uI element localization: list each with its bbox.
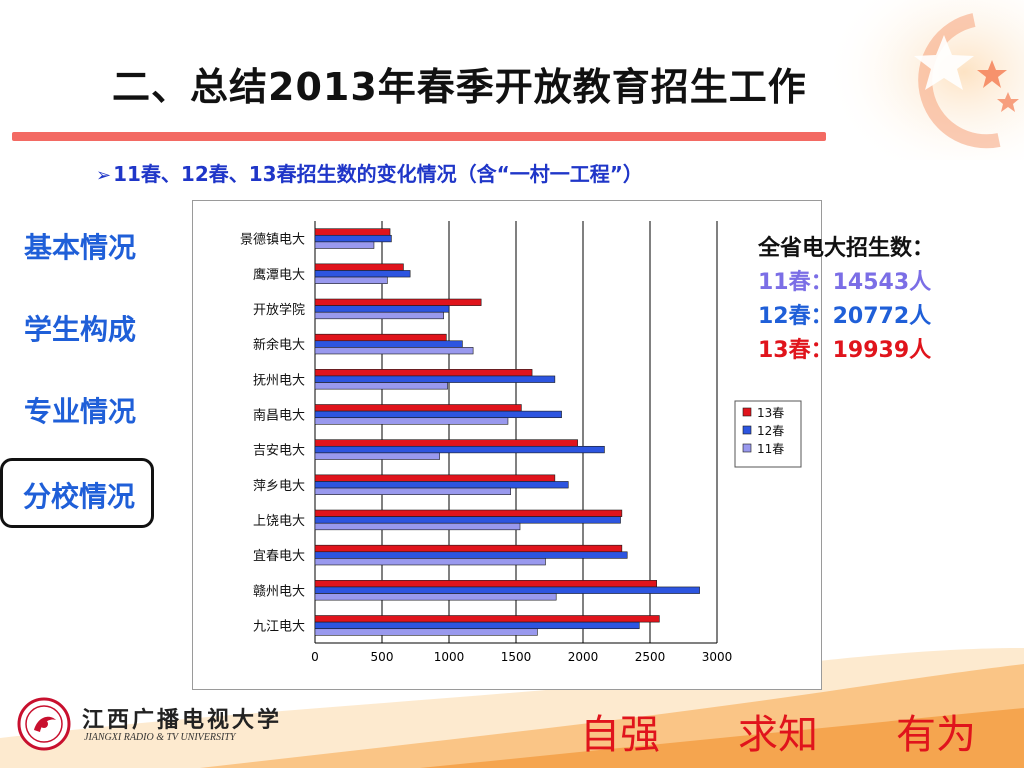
bar-13春 bbox=[314, 404, 522, 412]
category-label: 赣州电大 bbox=[253, 584, 305, 599]
totals-heading: 全省电大招生数： bbox=[758, 236, 935, 261]
bar-11春 bbox=[314, 382, 448, 390]
bar-12春 bbox=[314, 375, 556, 383]
enrollment-bar-chart: 0 500 1000 1500 2000 2500 3000 景德镇电大鹰潭电大开放学院新余电… bbox=[240, 221, 802, 664]
corner-star-decoration bbox=[824, 0, 1024, 160]
x-tick-label: 2000 bbox=[568, 650, 599, 664]
university-name: 江西广播电视大学 bbox=[82, 707, 283, 733]
bar-12春 bbox=[314, 481, 569, 489]
university-emblem-icon bbox=[17, 697, 71, 751]
bar-12春 bbox=[314, 305, 450, 313]
bar-11春 bbox=[314, 522, 521, 531]
category-label: 景德镇电大 bbox=[240, 233, 305, 248]
bar-11春 bbox=[314, 241, 375, 249]
bar-12春 bbox=[314, 340, 463, 348]
x-tick-label: 1000 bbox=[434, 650, 465, 664]
university-logo: 江西广播电视大学 JIANGXI RADIO & TV UNIVERSITY bbox=[16, 696, 279, 756]
bar-13春 bbox=[314, 439, 578, 447]
bar-13春 bbox=[314, 580, 658, 588]
motto-word-2: 求知 bbox=[738, 712, 818, 758]
bar-13春 bbox=[314, 474, 556, 482]
bar-13春 bbox=[314, 544, 623, 553]
legend-swatch-12春 bbox=[742, 425, 752, 435]
legend-label-11春: 11春 bbox=[757, 442, 784, 456]
bar-13春 bbox=[314, 509, 623, 517]
x-tick-label: 3000 bbox=[702, 650, 733, 664]
totals-line-11: 11春：14543人 bbox=[758, 270, 932, 295]
category-label: 南昌电大 bbox=[253, 407, 305, 423]
university-name-english: JIANGXI RADIO & TV UNIVERSITY bbox=[84, 732, 236, 743]
bar-12春 bbox=[314, 410, 562, 419]
x-tick-label: 2500 bbox=[635, 650, 666, 664]
category-label: 新余电大 bbox=[253, 337, 305, 353]
x-tick-label: 1500 bbox=[501, 650, 532, 664]
category-label: 抚州电大 bbox=[253, 373, 305, 388]
bar-11春 bbox=[314, 487, 511, 495]
bar-12春 bbox=[314, 234, 392, 243]
bar-13春 bbox=[314, 263, 404, 271]
totals-line-13: 13春：19939人 bbox=[758, 338, 932, 363]
nav-item-branch-info[interactable]: 分校情况 bbox=[0, 458, 155, 528]
bar-13春 bbox=[314, 333, 447, 342]
totals-line-12: 12春：20772人 bbox=[758, 304, 932, 329]
bar-12春 bbox=[314, 551, 628, 559]
nav-item-basic-info[interactable]: 基本情况 bbox=[24, 231, 137, 264]
bar-13春 bbox=[314, 615, 660, 623]
motto-word-3: 有为 bbox=[896, 712, 976, 758]
slide-title: 二、总结2013年春季开放教育招生工作 bbox=[112, 65, 807, 109]
title-underline bbox=[12, 132, 826, 141]
province-totals: 全省电大招生数： 11春：14543人 12春：20772人 13春：19939… bbox=[758, 232, 934, 368]
legend-swatch-11春 bbox=[742, 443, 752, 453]
category-label: 鹰潭电大 bbox=[253, 267, 305, 283]
category-label: 九江电大 bbox=[253, 619, 305, 634]
nav-item-student-composition[interactable]: 学生构成 bbox=[24, 313, 137, 346]
bar-13春 bbox=[314, 298, 482, 306]
motto-word-1: 自强 bbox=[580, 712, 660, 758]
bar-12春 bbox=[314, 270, 411, 278]
category-label: 宜春电大 bbox=[253, 549, 305, 564]
bar-11春 bbox=[314, 628, 538, 636]
nav-item-major-info[interactable]: 专业情况 bbox=[24, 395, 137, 428]
bar-11春 bbox=[314, 311, 444, 320]
bar-12春 bbox=[314, 621, 640, 630]
bar-11春 bbox=[314, 593, 557, 601]
bar-12春 bbox=[314, 586, 700, 594]
bar-13春 bbox=[314, 228, 391, 236]
bar-12春 bbox=[314, 516, 621, 524]
legend-swatch-13春 bbox=[742, 407, 752, 417]
bar-13春 bbox=[314, 369, 533, 377]
category-label: 萍乡电大 bbox=[253, 479, 305, 494]
bar-11春 bbox=[314, 558, 546, 566]
legend-label-13春: 13春 bbox=[757, 406, 784, 420]
x-tick-label: 0 bbox=[311, 650, 319, 664]
subtitle-text: 11春、12春、13春招生数的变化情况（含“一村一工程”） bbox=[113, 162, 643, 186]
x-tick-label: 500 bbox=[371, 650, 394, 664]
slide-subtitle: ➢ 11春、12春、13春招生数的变化情况（含“一村一工程”） bbox=[96, 158, 643, 187]
category-label: 上饶电大 bbox=[253, 514, 305, 529]
bar-12春 bbox=[314, 445, 605, 454]
category-label: 开放学院 bbox=[253, 302, 305, 318]
bar-11春 bbox=[314, 347, 474, 355]
bar-11春 bbox=[314, 276, 388, 284]
category-label: 吉安电大 bbox=[253, 444, 305, 459]
arrow-bullet-icon: ➢ bbox=[96, 165, 112, 186]
bar-chart-frame: 0 500 1000 1500 2000 2500 3000 景德镇电大鹰潭电大开放学院新余电… bbox=[192, 200, 822, 690]
bar-11春 bbox=[314, 452, 440, 460]
legend-label-12春: 12春 bbox=[757, 424, 784, 438]
bar-11春 bbox=[314, 417, 509, 425]
